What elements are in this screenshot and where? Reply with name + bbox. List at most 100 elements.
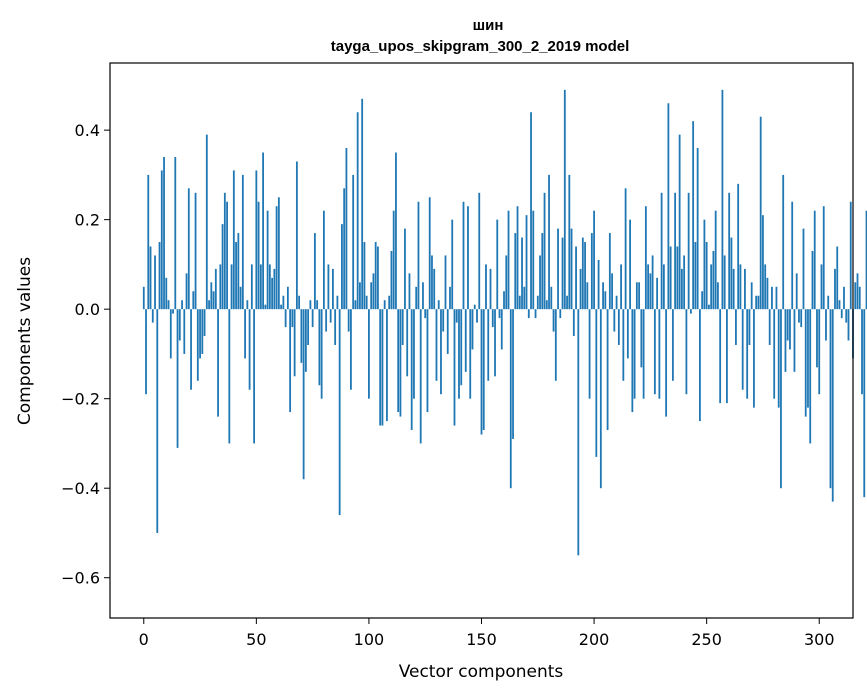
bar <box>471 309 474 350</box>
bar <box>680 268 683 310</box>
y-tick-label: −0.2 <box>61 390 100 409</box>
bar <box>451 219 454 310</box>
bar <box>442 309 445 332</box>
bar <box>633 309 636 399</box>
bar <box>597 259 600 310</box>
bar <box>275 206 278 310</box>
bar <box>647 264 650 310</box>
bar <box>692 121 695 310</box>
bars-group <box>142 89 867 556</box>
bar <box>737 183 740 310</box>
bar <box>286 286 289 310</box>
bar <box>514 233 517 310</box>
bar <box>444 255 447 310</box>
x-tick-label: 300 <box>804 630 835 649</box>
bar <box>266 210 269 310</box>
bar <box>379 309 382 426</box>
bar <box>194 192 197 310</box>
bar <box>473 304 476 310</box>
bar <box>268 264 271 310</box>
chart-subtitle: tayga_upos_skipgram_300_2_2019 model <box>331 38 630 55</box>
bar <box>163 156 165 310</box>
bar <box>424 309 427 319</box>
bar <box>325 309 328 332</box>
bar <box>651 255 654 310</box>
bar <box>214 268 217 310</box>
bar <box>347 309 350 332</box>
bar <box>507 210 510 310</box>
bar <box>228 309 231 444</box>
bar <box>536 295 539 310</box>
bar <box>374 242 377 310</box>
bar <box>167 300 170 310</box>
bar <box>223 192 226 310</box>
bar <box>151 309 154 323</box>
bar <box>356 112 359 310</box>
bar <box>219 264 222 310</box>
bar <box>676 246 679 310</box>
bar <box>235 242 237 310</box>
bar <box>453 309 456 426</box>
bar <box>205 134 208 310</box>
bar <box>494 309 496 377</box>
bar <box>584 242 586 310</box>
bar <box>665 309 668 417</box>
bar <box>568 174 571 310</box>
bar <box>174 156 177 310</box>
y-axis-label: Components values <box>15 257 35 425</box>
bar <box>158 242 161 310</box>
bar <box>361 98 364 310</box>
chart-title: шин <box>473 17 504 34</box>
bar <box>631 309 634 413</box>
bar <box>178 309 181 341</box>
bar <box>602 282 604 310</box>
bar <box>345 148 348 310</box>
bar <box>622 309 625 381</box>
bar <box>343 188 346 310</box>
x-tick-label: 0 <box>139 630 149 649</box>
bar <box>491 309 494 328</box>
bar <box>708 304 710 310</box>
bar <box>467 206 469 310</box>
bar <box>291 309 294 328</box>
bar <box>408 273 411 310</box>
bar <box>775 286 778 310</box>
bar <box>377 246 379 310</box>
bar <box>748 309 751 345</box>
bar <box>640 309 643 368</box>
bar <box>642 309 645 399</box>
bar <box>703 219 706 310</box>
bar <box>791 201 794 310</box>
bar <box>332 268 334 310</box>
bar <box>753 309 755 408</box>
bar <box>352 174 355 310</box>
bar <box>464 309 467 372</box>
bar <box>789 309 791 350</box>
bar <box>277 197 280 310</box>
bar <box>802 228 805 310</box>
bar <box>629 219 631 310</box>
bar <box>273 268 276 310</box>
bar <box>566 295 568 310</box>
x-tick-label: 250 <box>691 630 722 649</box>
bar <box>428 197 431 310</box>
bar <box>816 309 818 368</box>
bar <box>581 237 584 310</box>
bar <box>735 309 737 345</box>
bar <box>455 309 458 323</box>
bar <box>656 277 659 310</box>
bar <box>264 304 267 310</box>
bar <box>586 282 589 310</box>
bar <box>518 295 521 310</box>
bar <box>750 282 753 310</box>
bar <box>404 228 406 310</box>
bar <box>241 174 244 310</box>
bar <box>334 309 337 345</box>
bar <box>478 192 481 310</box>
bar <box>482 309 485 431</box>
bar <box>327 264 330 310</box>
bar <box>811 250 814 310</box>
bar <box>831 309 834 502</box>
bar <box>714 210 717 310</box>
bar <box>316 300 319 310</box>
